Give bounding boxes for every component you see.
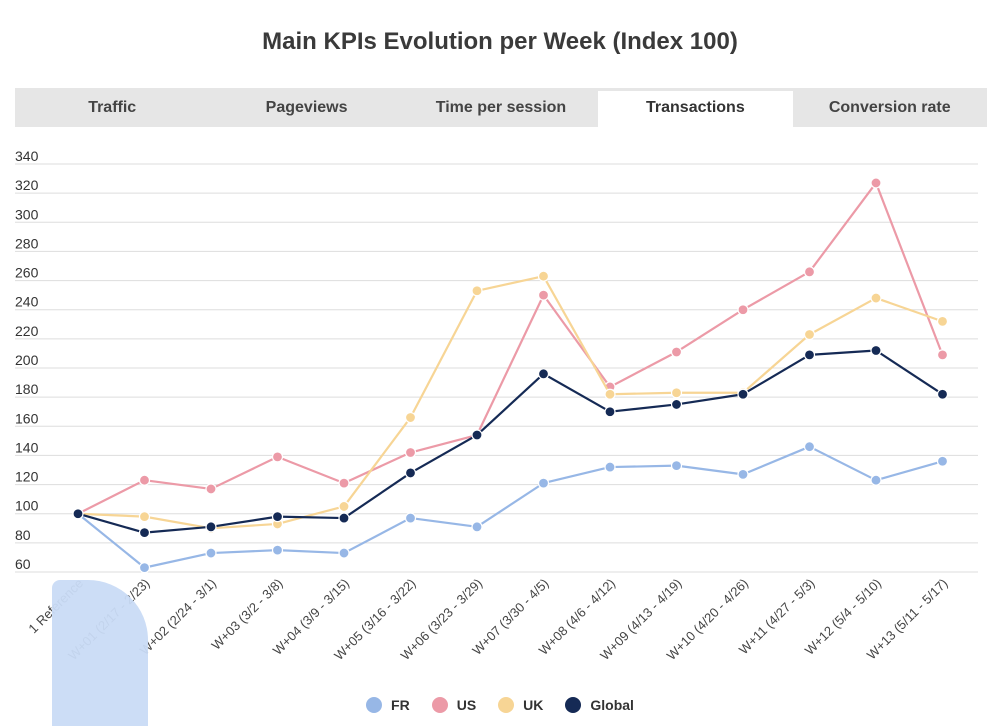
point-uk-13[interactable]: [936, 315, 949, 327]
point-global-0[interactable]: [72, 508, 84, 520]
point-uk-6[interactable]: [471, 285, 483, 297]
legend-dot-us: [431, 697, 448, 713]
tab-time-per-session[interactable]: Time per session: [435, 99, 567, 116]
tab-transactions[interactable]: Transactions: [598, 91, 793, 127]
y-tick-label-140: 140: [15, 439, 39, 455]
point-us-4[interactable]: [338, 477, 350, 489]
legend-dot-global: [565, 697, 582, 713]
point-fr-4[interactable]: [338, 547, 350, 559]
series-line-uk: [77, 275, 943, 530]
point-us-12[interactable]: [870, 177, 882, 189]
point-uk-12[interactable]: [870, 292, 882, 304]
y-tick-label-220: 220: [15, 323, 39, 339]
legend-label-fr: FR: [391, 697, 410, 713]
point-fr-13[interactable]: [936, 455, 949, 467]
y-tick-label-160: 160: [15, 410, 39, 426]
point-uk-4[interactable]: [338, 500, 350, 513]
tab-pageviews[interactable]: Pageviews: [265, 99, 348, 116]
series-line-global: [77, 349, 944, 534]
point-global-11[interactable]: [803, 349, 816, 361]
point-global-8[interactable]: [604, 406, 616, 418]
point-us-13[interactable]: [936, 349, 949, 361]
point-us-3[interactable]: [271, 451, 284, 463]
x-axis-ticks: 1 ReferenceW+01 (2/17 - 2/23)W+02 (2/24 …: [25, 576, 950, 664]
series-line-fr: [77, 445, 943, 569]
point-fr-1[interactable]: [138, 562, 151, 574]
point-us-1[interactable]: [138, 474, 151, 486]
legend-label-us: US: [456, 697, 477, 713]
tab-traffic[interactable]: Traffic: [88, 99, 137, 116]
point-us-7[interactable]: [537, 289, 550, 301]
point-fr-8[interactable]: [604, 461, 616, 473]
series-uk: [72, 270, 949, 534]
y-tick-label-260: 260: [15, 265, 39, 281]
legend-item-uk[interactable]: UK: [498, 697, 543, 713]
y-tick-label-200: 200: [15, 352, 39, 368]
point-uk-11[interactable]: [803, 328, 816, 341]
y-tick-label-340: 340: [15, 148, 39, 164]
point-uk-8[interactable]: [604, 388, 616, 400]
series-line-us: [77, 181, 944, 515]
point-us-5[interactable]: [404, 446, 417, 459]
y-tick-label-320: 320: [15, 177, 39, 193]
legend-label-global: Global: [590, 697, 634, 713]
point-global-5[interactable]: [404, 467, 417, 479]
y-tick-label-180: 180: [15, 381, 39, 397]
y-tick-label-240: 240: [15, 294, 39, 310]
point-fr-5[interactable]: [404, 512, 417, 524]
point-us-10[interactable]: [737, 304, 749, 316]
point-global-9[interactable]: [670, 398, 683, 411]
chart-title: Main KPIs Evolution per Week (Index 100): [262, 28, 738, 55]
tab-conversion-rate[interactable]: Conversion rate: [828, 99, 951, 116]
point-uk-1[interactable]: [138, 511, 151, 523]
cursor-highlight: [52, 580, 148, 726]
point-us-11[interactable]: [803, 266, 816, 278]
legend-item-fr[interactable]: FR: [366, 697, 410, 713]
point-global-1[interactable]: [138, 527, 151, 539]
series-global: [72, 344, 949, 539]
line-chart: 60 80 100 120 140 160 180 200 220 240 260 280 300 320…: [15, 148, 978, 664]
point-global-13[interactable]: [936, 388, 949, 400]
y-tick-label-60: 60: [15, 556, 31, 572]
point-us-2[interactable]: [205, 483, 217, 495]
point-us-9[interactable]: [670, 346, 683, 358]
legend-dot-fr: [366, 697, 383, 713]
point-global-7[interactable]: [537, 368, 550, 380]
y-tick-label-120: 120: [15, 469, 39, 485]
point-fr-9[interactable]: [670, 460, 683, 472]
point-global-12[interactable]: [870, 344, 882, 357]
x-tick-label-3: W+03 (3/2 - 3/8): [208, 576, 285, 653]
point-fr-6[interactable]: [471, 521, 483, 533]
point-global-3[interactable]: [271, 511, 284, 523]
point-fr-7[interactable]: [537, 477, 550, 489]
y-tick-label-280: 280: [15, 235, 39, 251]
point-fr-10[interactable]: [737, 468, 749, 480]
kpi-tab-bar: Traffic Pageviews Time per session Trans…: [15, 88, 987, 127]
legend: FR US UK Global: [0, 693, 1000, 717]
point-fr-11[interactable]: [803, 441, 816, 453]
point-uk-7[interactable]: [537, 270, 550, 282]
series-us: [72, 177, 949, 520]
y-tick-label-300: 300: [15, 206, 39, 222]
point-uk-5[interactable]: [404, 411, 417, 424]
legend-label-uk: UK: [523, 697, 544, 713]
grid-lines: [15, 163, 978, 573]
y-tick-label-80: 80: [15, 527, 31, 543]
y-tick-label-100: 100: [15, 498, 39, 514]
point-fr-3[interactable]: [271, 544, 284, 556]
y-axis-ticks: 60 80 100 120 140 160 180 200 220 240 260 280 300 320…: [15, 148, 39, 572]
point-global-6[interactable]: [471, 429, 483, 441]
series-fr: [72, 441, 949, 574]
series-lines: [72, 177, 949, 574]
point-fr-12[interactable]: [870, 474, 882, 486]
legend-item-us[interactable]: US: [431, 697, 477, 713]
point-fr-2[interactable]: [205, 547, 217, 559]
legend-item-global[interactable]: Global: [565, 697, 634, 713]
point-global-4[interactable]: [338, 512, 350, 524]
legend-dot-uk: [498, 697, 515, 713]
point-uk-9[interactable]: [670, 387, 683, 399]
point-global-10[interactable]: [737, 388, 749, 400]
point-global-2[interactable]: [205, 521, 217, 533]
